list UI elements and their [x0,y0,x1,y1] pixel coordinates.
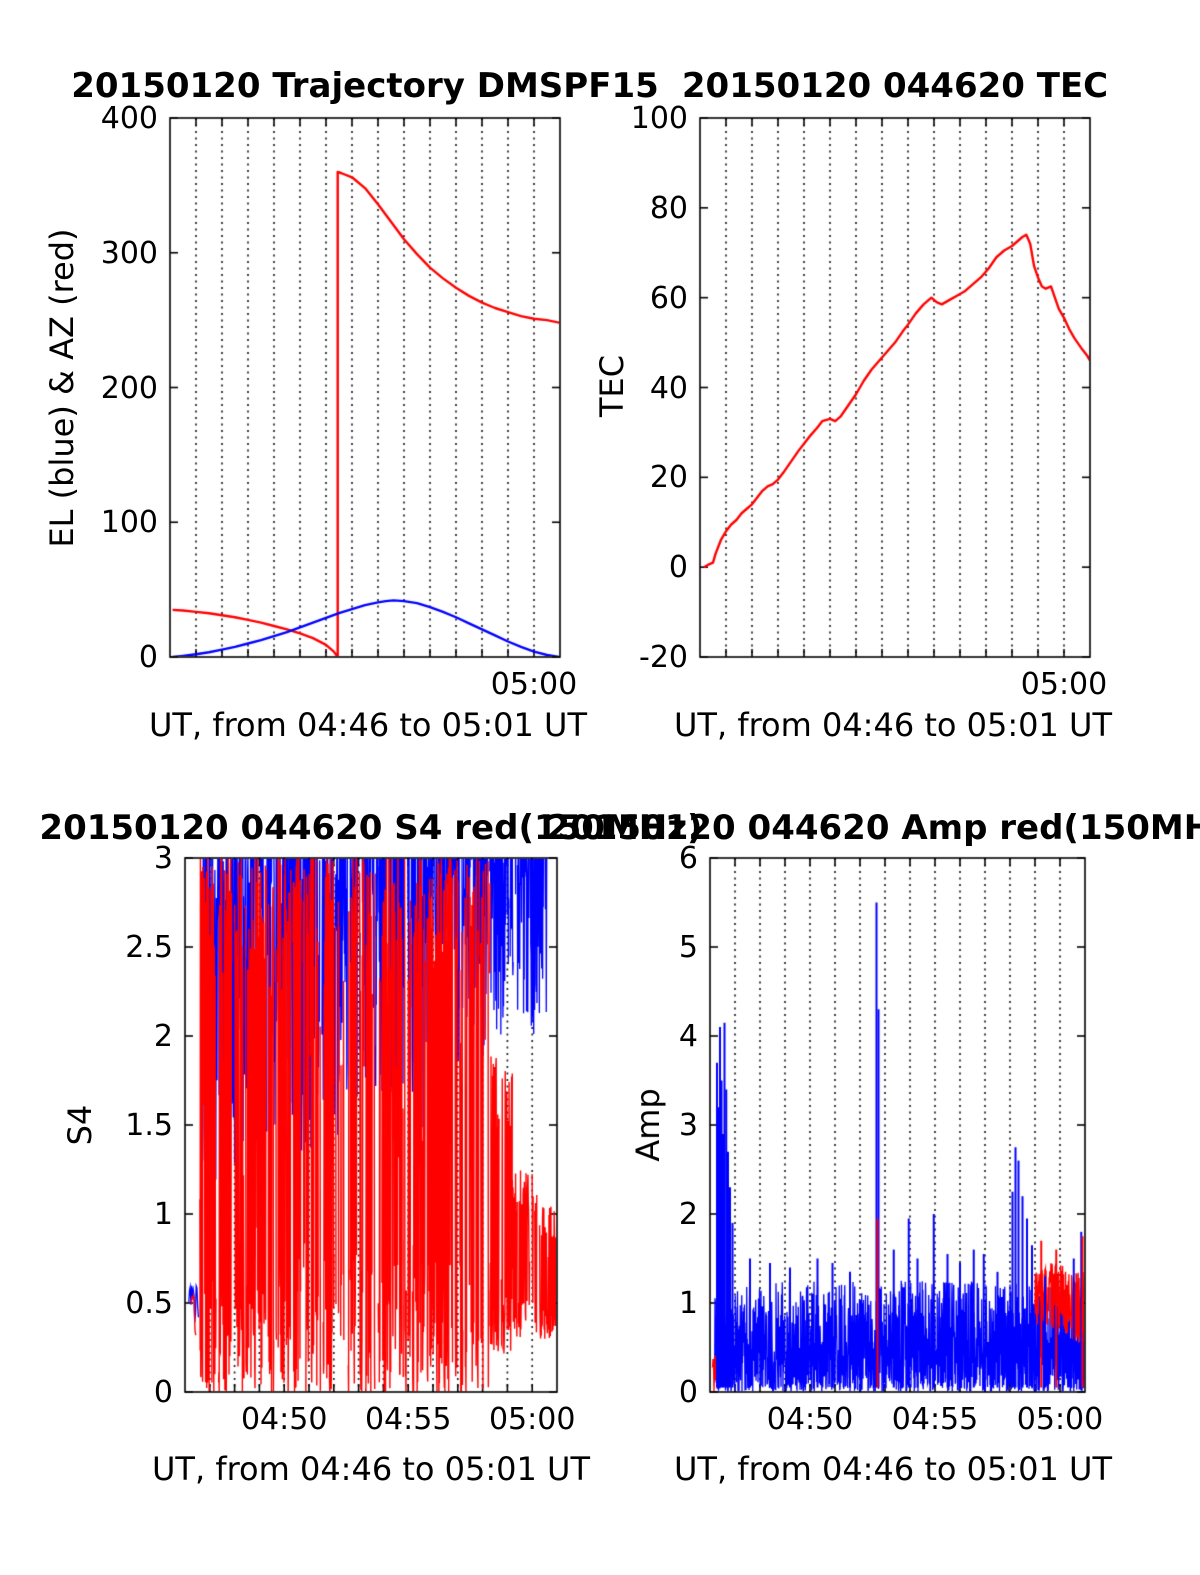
xlabel-amp: UT, from 04:46 to 05:01 UT [674,1450,1112,1488]
ytick-label: 3 [678,1108,698,1143]
ytick-label: -20 [639,640,688,675]
xtick-label: 04:50 [766,1402,854,1437]
ytick-label: 1.5 [125,1108,173,1143]
ytick-label: 1 [678,1286,698,1321]
ytick-label: 0.5 [125,1286,173,1321]
ytick-label: 5 [678,930,698,965]
ytick-label: 0 [678,1375,698,1410]
ytick-label: 2 [678,1197,698,1232]
xlabel-s4: UT, from 04:46 to 05:01 UT [152,1450,590,1488]
ytick-label: 0 [668,550,688,586]
title-amp: 20150120 044620 Amp red(150MHz) [546,808,1200,848]
xtick-label: 05:00 [490,667,578,702]
title-s4: 20150120 044620 S4 red(150MHz) [39,808,703,848]
ytick-label: 4 [678,1019,698,1054]
ytick-label: 400 [100,101,158,136]
xtick-label: 05:00 [1020,667,1108,702]
ytick-label: 60 [649,280,688,316]
ytick-label: 2 [153,1019,173,1054]
xlabel-trajectory: UT, from 04:46 to 05:01 UT [149,706,587,744]
ytick-label: 200 [100,370,158,406]
xtick-label: 04:55 [364,1402,452,1437]
ytick-label: 3 [153,841,173,876]
xtick-label: 05:00 [488,1402,576,1437]
xtick-label: 04:55 [891,1402,979,1437]
ytick-label: 0 [138,640,158,675]
ytick-label: 6 [678,841,698,876]
title-trajectory: 20150120 Trajectory DMSPF15 [71,66,659,106]
ytick-label: 2.5 [125,930,173,965]
xtick-label: 05:00 [1016,1402,1104,1437]
ytick-label: 80 [649,190,688,226]
ytick-label: 300 [100,235,158,271]
ytick-label: 40 [649,370,688,406]
xlabel-tec: UT, from 04:46 to 05:01 UT [674,706,1112,744]
ytick-label: 1 [153,1197,173,1232]
ytick-label: 20 [649,460,688,496]
ytick-label: 0 [153,1375,173,1410]
title-tec: 20150120 044620 TEC [681,66,1109,106]
xtick-label: 04:50 [240,1402,328,1437]
ytick-label: 100 [630,101,688,136]
ytick-label: 100 [100,505,158,541]
